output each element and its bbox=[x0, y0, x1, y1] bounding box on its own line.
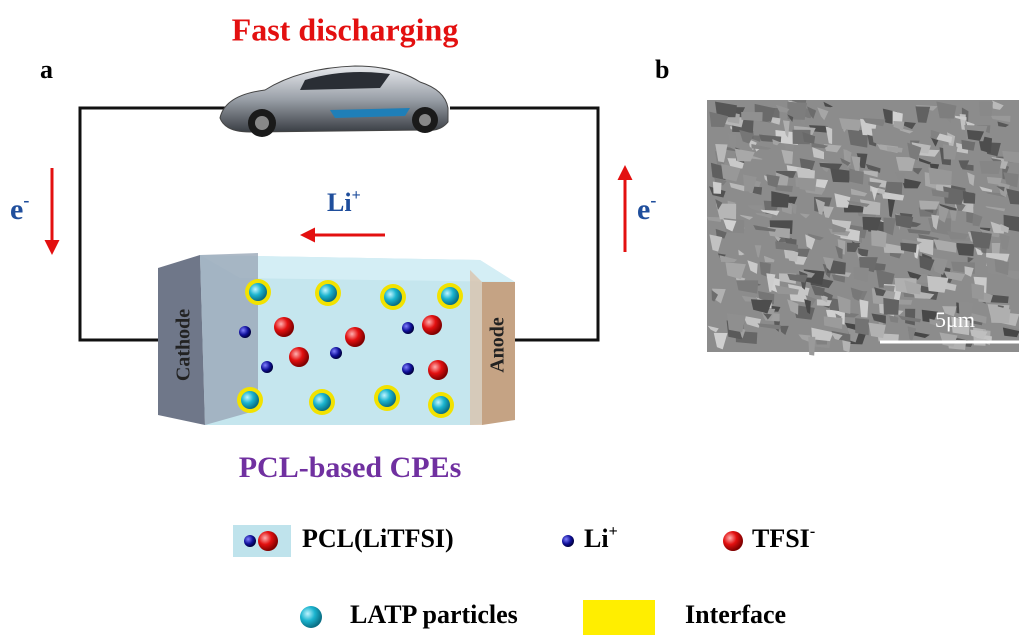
li-ion bbox=[402, 322, 414, 334]
title: Fast discharging bbox=[232, 11, 459, 47]
legend-label: Interface bbox=[685, 600, 786, 629]
tfsi-ion bbox=[345, 327, 365, 347]
electrode-label: Anode bbox=[487, 317, 509, 373]
li-ion bbox=[402, 363, 414, 375]
legend-label: PCL(LiTFSI) bbox=[302, 524, 454, 553]
li-ion bbox=[261, 361, 273, 373]
tfsi-ion bbox=[428, 360, 448, 380]
latp-particle bbox=[384, 288, 402, 306]
tfsi-ion bbox=[274, 317, 294, 337]
latp-particle bbox=[378, 389, 396, 407]
legend-label: TFSI- bbox=[752, 523, 815, 553]
electron-label: e- bbox=[637, 190, 656, 226]
latp-particle bbox=[249, 283, 267, 301]
electron-label: e- bbox=[10, 190, 29, 226]
grain bbox=[868, 323, 885, 338]
panel-label: a bbox=[40, 55, 53, 84]
grain bbox=[979, 102, 993, 116]
grain bbox=[713, 182, 722, 194]
ion-label: Li+ bbox=[327, 187, 361, 217]
legend: PCL(LiTFSI) Li+ TFSI- LATP particles Int… bbox=[233, 523, 815, 635]
grain bbox=[855, 318, 869, 335]
figure: a b Fast discharging e- e- Li+ Cathode A… bbox=[0, 0, 1019, 635]
grain bbox=[808, 337, 815, 356]
panel-label: b bbox=[655, 55, 669, 84]
sem-image: 5μm bbox=[707, 100, 1019, 356]
tfsi-ion bbox=[289, 347, 309, 367]
electrode-label: Cathode bbox=[173, 309, 195, 381]
scale-bar-label: 5μm bbox=[935, 307, 975, 332]
grain bbox=[980, 161, 1002, 174]
battery: Cathode Anode bbox=[158, 253, 515, 425]
tfsi-ion bbox=[422, 315, 442, 335]
legend-label: LATP particles bbox=[350, 600, 518, 629]
latp-particle bbox=[241, 391, 259, 409]
grain bbox=[741, 112, 762, 121]
caption: PCL-based CPEs bbox=[239, 451, 462, 484]
grain bbox=[919, 200, 940, 209]
li-ion bbox=[239, 326, 251, 338]
legend-label: Li+ bbox=[584, 523, 618, 553]
latp-particle bbox=[432, 396, 450, 414]
grain bbox=[883, 298, 899, 315]
li-ion bbox=[330, 347, 342, 359]
car bbox=[220, 66, 448, 137]
grain bbox=[971, 283, 984, 300]
latp-particle bbox=[313, 393, 331, 411]
latp-particle bbox=[319, 284, 337, 302]
grain bbox=[830, 168, 850, 182]
latp-particle bbox=[441, 287, 459, 305]
